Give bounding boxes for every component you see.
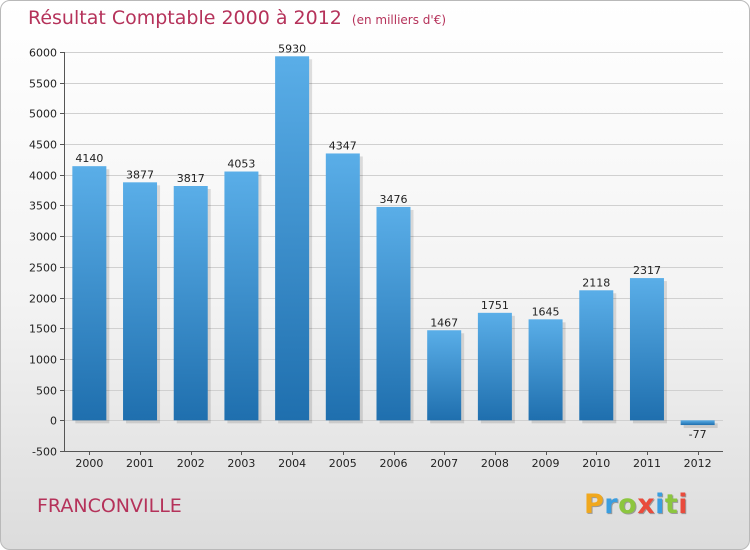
bar-2004 (275, 56, 310, 421)
value-label-2000: 4140 (75, 152, 103, 165)
value-label-2007: 1467 (430, 316, 458, 329)
y-tick-label: 4000 (29, 170, 57, 183)
logo-letter: x (637, 489, 656, 520)
value-label-2009: 1645 (532, 305, 560, 318)
bar-2008 (477, 312, 512, 421)
y-tick-label: 0 (50, 415, 57, 428)
x-tick-label-2010: 2010 (582, 457, 610, 470)
location-name: FRANCONVILLE (37, 495, 182, 517)
x-tick-label-2012: 2012 (684, 457, 712, 470)
y-tick-label: 1000 (29, 354, 57, 367)
value-label-2011: 2317 (633, 264, 661, 277)
value-label-2002: 3817 (177, 172, 205, 185)
y-tick-label: 5000 (29, 108, 57, 121)
logo-letter: P (584, 489, 605, 520)
y-tick-label: -500 (32, 446, 57, 459)
chart-unit-note: (en milliers d'€) (351, 13, 447, 27)
y-tick-label: 2000 (29, 293, 57, 306)
bar-shadow (683, 423, 718, 429)
bar-2007 (427, 330, 462, 421)
y-tick-label: 6000 (29, 47, 57, 60)
logo-letter: i (655, 489, 665, 520)
x-tick-label-2001: 2001 (126, 457, 154, 470)
x-tick-label-2006: 2006 (380, 457, 408, 470)
x-tick-label-2009: 2009 (532, 457, 560, 470)
x-tick-label-2002: 2002 (177, 457, 205, 470)
value-label-2008: 1751 (481, 299, 509, 312)
bar-2010 (579, 290, 614, 421)
y-tick-label: 3500 (29, 200, 57, 213)
y-tick-label: 1500 (29, 323, 57, 336)
bar-2001 (123, 182, 158, 421)
x-tick-label-2000: 2000 (75, 457, 103, 470)
value-label-2004: 5930 (278, 42, 306, 55)
bar-2000 (72, 166, 107, 421)
logo-letter: i (678, 489, 689, 520)
x-tick-label-2004: 2004 (278, 457, 306, 470)
value-label-2001: 3877 (126, 168, 154, 181)
bar-2011 (629, 278, 664, 421)
chart-title-block: Résultat Comptable 2000 à 2012 (en millie… (28, 7, 446, 29)
bar-2006 (376, 206, 411, 421)
value-label-2006: 3476 (380, 193, 408, 206)
logo-letter: t (664, 489, 679, 520)
x-tick-label-2005: 2005 (329, 457, 357, 470)
bar-2003 (224, 171, 259, 421)
y-tick-label: 500 (36, 385, 57, 398)
y-tick-label: 2500 (29, 262, 57, 275)
bar-2002 (173, 186, 208, 421)
proxiti-logo: Proxiti (584, 489, 688, 520)
bar-2005 (325, 153, 360, 421)
bar-2009 (528, 319, 563, 421)
x-tick-label-2003: 2003 (227, 457, 255, 470)
y-tick-label: 5500 (29, 78, 57, 91)
logo-letter: r (604, 489, 619, 520)
bar-2012 (680, 420, 715, 426)
y-tick-label: 3000 (29, 231, 57, 244)
chart-title: Résultat Comptable 2000 à 2012 (28, 7, 342, 29)
x-tick-label-2008: 2008 (481, 457, 509, 470)
value-label-2012: -77 (689, 428, 707, 441)
x-tick-label-2007: 2007 (430, 457, 458, 470)
y-tick-label: 4500 (29, 139, 57, 152)
logo-letter: o (618, 489, 638, 520)
value-label-2010: 2118 (582, 276, 610, 289)
x-tick-label-2011: 2011 (633, 457, 661, 470)
value-label-2005: 4347 (329, 139, 357, 152)
value-label-2003: 4053 (227, 158, 255, 171)
